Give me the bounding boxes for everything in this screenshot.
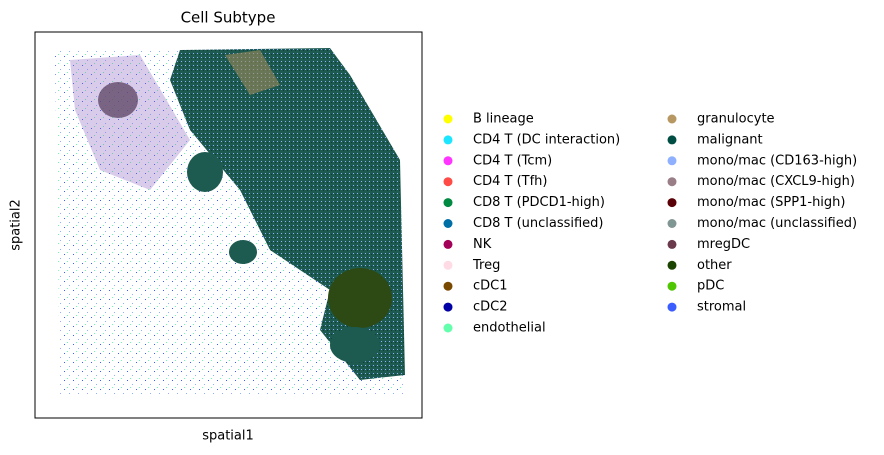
legend-marker (667, 114, 677, 124)
legend-marker (667, 156, 677, 166)
legend-label: CD4 T (DC interaction) (473, 132, 620, 147)
legend-marker (667, 281, 677, 291)
legend-marker (667, 302, 677, 312)
legend-marker (443, 281, 453, 291)
x-axis-label: spatial1 (202, 429, 254, 444)
legend-marker (443, 323, 453, 333)
legend-marker (667, 260, 677, 270)
y-axis-label: spatial2 (9, 199, 24, 251)
legend-label: endothelial (473, 321, 546, 336)
chart-title: Cell Subtype (181, 9, 276, 27)
legend-label: mono/mac (CD163-high) (697, 153, 857, 168)
legend-marker (443, 114, 453, 124)
legend-label: cDC1 (473, 279, 508, 294)
legend-marker (667, 198, 677, 208)
legend-marker (443, 177, 453, 187)
legend-label: NK (473, 237, 492, 252)
legend-label: CD8 T (unclassified) (473, 216, 604, 231)
legend-marker (667, 239, 677, 249)
legend-label: mono/mac (SPP1-high) (697, 195, 845, 210)
legend-label: pDC (697, 279, 724, 294)
legend-label: granulocyte (697, 112, 775, 127)
legend-label: mono/mac (unclassified) (697, 216, 857, 231)
legend-marker (443, 239, 453, 249)
legend-label: other (697, 258, 732, 273)
legend-marker (443, 198, 453, 208)
legend-marker (667, 177, 677, 187)
legend-label: stromal (697, 300, 746, 315)
legend-label: cDC2 (473, 300, 508, 315)
legend-label: CD4 T (Tcm) (473, 153, 552, 168)
legend-label: CD4 T (Tfh) (473, 174, 547, 189)
legend-label: Treg (472, 258, 500, 273)
tissue (55, 48, 405, 395)
legend-marker (443, 135, 453, 145)
legend-marker (443, 302, 453, 312)
legend-label: mono/mac (CXCL9-high) (697, 174, 855, 189)
legend-label: CD8 T (PDCD1-high) (473, 195, 605, 210)
legend-label: B lineage (473, 112, 534, 127)
legend-marker (443, 219, 453, 228)
legend-marker (443, 156, 453, 166)
legend-marker (667, 135, 677, 145)
axes-frame (34, 31, 423, 419)
legend-label: mregDC (697, 237, 750, 252)
legend-marker (443, 260, 453, 270)
legend-label: malignant (697, 132, 763, 147)
legend-marker (667, 219, 677, 228)
